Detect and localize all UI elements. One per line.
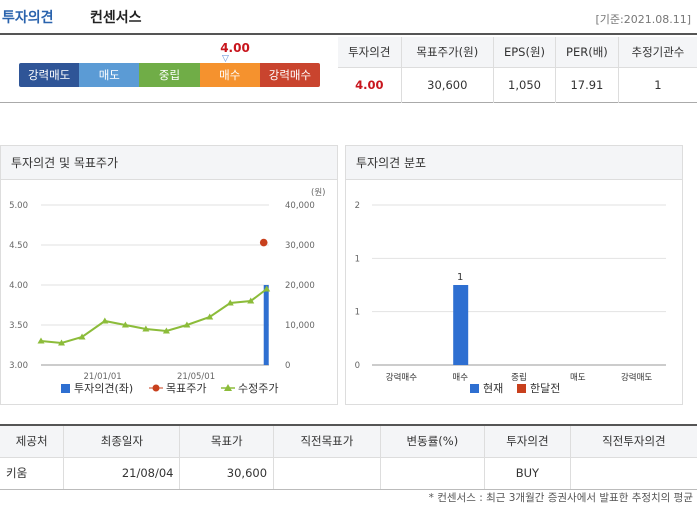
legend-swatch-price <box>224 384 232 391</box>
scale-segment-buy: 매수 <box>199 63 260 87</box>
header: 투자의견 컨센서스 [기준:2021.08.11] <box>0 0 697 30</box>
price-point <box>162 327 170 334</box>
y-right-tick: 0 <box>285 361 290 371</box>
y-left-tick: 3.50 <box>9 321 28 331</box>
cell-prev-opinion <box>569 457 697 490</box>
x-tick: 중립 <box>511 373 527 383</box>
summary-table: 투자의견 목표주가(원) EPS(원) PER(배) 추정기관수 4.00 30… <box>338 37 697 103</box>
panel-title-right: 투자의견 분포 <box>346 146 682 180</box>
scale-segment-neutral: 중립 <box>139 63 200 87</box>
price-point <box>58 339 66 346</box>
y-left-tick: 5.00 <box>9 201 28 211</box>
price-point <box>263 285 271 292</box>
price-line <box>40 288 268 345</box>
panel-title-left: 투자의견 및 목표주가 <box>1 146 337 180</box>
summary-opinion: 4.00 <box>355 78 384 93</box>
y-right-tick: 40,000 <box>285 201 315 211</box>
summary-target: 30,600 <box>400 67 494 103</box>
legend-label-opinion: 투자의견(좌) <box>74 382 133 395</box>
x-tick: 강력매수 <box>386 372 417 383</box>
price-point <box>226 299 234 306</box>
y-tick: 0 <box>355 361 360 371</box>
summary-header-per: PER(배) <box>554 37 619 68</box>
opinion-score: 4.00 <box>220 41 250 55</box>
legend-swatch-opinion <box>61 384 70 393</box>
cell-change <box>379 457 485 490</box>
summary-eps: 1,050 <box>493 67 556 103</box>
cell-prev-target <box>273 457 381 490</box>
col-change: 변동률(%) <box>379 425 485 458</box>
summary-count: 1 <box>617 67 697 103</box>
price-point <box>78 333 86 340</box>
price-point <box>142 325 150 332</box>
y-right-tick: 30,000 <box>285 241 315 251</box>
summary-header-count: 추정기관수 <box>617 37 697 68</box>
x-tick: 21/05/01 <box>177 372 215 382</box>
y-left-tick: 4.50 <box>9 241 28 251</box>
legend-label-previous: 한달전 <box>530 382 560 395</box>
bar-label: 1 <box>457 272 463 283</box>
x-tick: 강력매도 <box>621 372 652 383</box>
cell-opinion: BUY <box>483 457 571 490</box>
x-tick: 매도 <box>570 373 586 383</box>
target-point <box>259 238 268 247</box>
cell-provider: 키움 <box>0 457 64 490</box>
col-target: 목표가 <box>179 425 274 458</box>
price-point <box>183 321 191 328</box>
scale-segment-strong-buy: 강력매수 <box>259 63 320 87</box>
footnote: * 컨센서스 : 최근 3개월간 증권사에서 발표한 추정치의 평균 <box>428 492 693 504</box>
y-right-label: (원) <box>311 188 325 198</box>
opinion-target-panel: 투자의견 및 목표주가 5.00 4.50 4.00 3.50 3.00 40,000 30… <box>0 145 338 405</box>
page-subtitle: 컨센서스 <box>90 10 142 26</box>
x-tick: 매수 <box>452 373 468 383</box>
summary-header-eps: EPS(원) <box>493 37 556 68</box>
broker-table: 제공처 최종일자 목표가 직전목표가 변동률(%) 투자의견 직전투자의견 키움… <box>0 424 697 490</box>
legend-swatch-current <box>470 384 479 393</box>
y-tick: 1 <box>355 308 360 318</box>
legend-label-current: 현재 <box>483 382 503 395</box>
summary-header-target: 목표주가(원) <box>400 37 494 68</box>
cell-date: 21/08/04 <box>63 457 180 490</box>
col-date: 최종일자 <box>63 425 180 458</box>
reference-date: [기준:2021.08.11] <box>595 13 691 26</box>
legend-label-target: 목표주가 <box>166 382 206 395</box>
x-tick: 21/01/01 <box>83 372 121 382</box>
col-prev-opinion: 직전투자의견 <box>569 425 697 458</box>
legend-label-price: 수정주가 <box>238 382 278 395</box>
consensus-summary: 4.00 ▽ 강력매도 매도 중립 매수 강력매수 투자의견 목표주가(원) E… <box>0 33 697 103</box>
col-prev-target: 직전목표가 <box>273 425 381 458</box>
price-point <box>37 337 45 344</box>
y-tick: 2 <box>355 201 360 211</box>
price-point <box>121 321 129 328</box>
y-right-tick: 20,000 <box>285 281 315 291</box>
summary-header-opinion: 투자의견 <box>338 37 402 68</box>
summary-per: 17.91 <box>554 67 619 103</box>
legend-swatch-target <box>152 384 160 392</box>
y-right-tick: 10,000 <box>285 321 315 331</box>
page-title: 투자의견 <box>2 10 54 26</box>
opinion-bar <box>263 285 269 365</box>
cell-target: 30,600 <box>179 457 274 490</box>
legend-swatch-previous <box>517 384 526 393</box>
opinion-marker-icon: ▽ <box>222 54 229 64</box>
col-opinion: 투자의견 <box>483 425 571 458</box>
opinion-scale: 강력매도 매도 중립 매수 강력매수 <box>19 63 320 87</box>
scale-segment-strong-sell: 강력매도 <box>19 63 80 87</box>
current-bar <box>453 285 469 365</box>
opinion-target-chart: 5.00 4.50 4.00 3.50 3.00 40,000 30,000 20,000 10… <box>9 188 325 395</box>
scale-segment-sell: 매도 <box>79 63 140 87</box>
price-point <box>101 317 109 324</box>
y-tick: 1 <box>355 254 360 264</box>
col-provider: 제공처 <box>0 425 64 458</box>
price-point <box>206 313 214 320</box>
y-left-tick: 4.00 <box>9 281 28 291</box>
y-left-tick: 3.00 <box>9 361 28 371</box>
table-row: 키움 21/08/04 30,600 BUY <box>0 457 697 490</box>
price-point <box>247 297 255 304</box>
